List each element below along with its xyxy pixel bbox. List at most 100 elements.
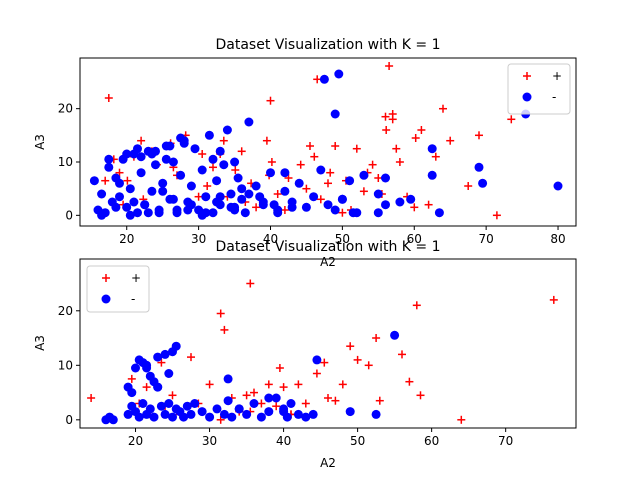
top-plus-point bbox=[231, 166, 240, 174]
top-plus-point bbox=[382, 126, 391, 134]
top-minus-point bbox=[165, 141, 175, 151]
top-minus-point bbox=[434, 208, 444, 218]
top-minus-point bbox=[172, 205, 182, 215]
bottom-minus-point bbox=[182, 401, 192, 411]
top-minus-point bbox=[269, 200, 279, 210]
top-plus-point bbox=[352, 144, 361, 153]
top-subplot-legend: + - bbox=[507, 63, 571, 115]
top-minus-point bbox=[104, 154, 114, 164]
top-xtick-label: 60 bbox=[407, 232, 422, 246]
top-minus-point bbox=[330, 109, 340, 119]
top-minus-point bbox=[161, 154, 171, 164]
top-minus-point bbox=[427, 170, 437, 180]
bottom-minus-point bbox=[312, 355, 322, 365]
bottom-plus-point bbox=[216, 415, 225, 424]
bottom-plus-point bbox=[275, 364, 284, 372]
top-plus-point bbox=[431, 152, 440, 161]
bottom-plus-point bbox=[372, 334, 381, 342]
bottom-plus-point bbox=[405, 377, 414, 386]
top-plus-point bbox=[280, 206, 289, 214]
top-minus-point bbox=[373, 189, 383, 199]
bottom-minus-point bbox=[168, 412, 177, 422]
top-plus-point bbox=[237, 147, 246, 156]
bottom-minus-point bbox=[205, 412, 215, 422]
bottom-xtick-label: 70 bbox=[498, 434, 513, 448]
top-plus-point bbox=[381, 112, 390, 121]
top-minus-point bbox=[381, 173, 390, 183]
top-minus-point bbox=[197, 165, 207, 175]
top-minus-point bbox=[158, 178, 168, 188]
top-minus-point bbox=[104, 162, 114, 172]
bottom-minus-point bbox=[308, 409, 318, 419]
bottom-plus-point bbox=[157, 358, 166, 367]
top-minus-point bbox=[168, 157, 178, 167]
bottom-subplot-ticks: 20 30 40 50 60 70 0 10 20 bbox=[58, 304, 514, 448]
top-plus-point bbox=[331, 142, 340, 150]
top-minus-point bbox=[280, 168, 290, 178]
top-plus-point bbox=[475, 131, 483, 140]
top-plus-point bbox=[359, 187, 368, 196]
bottom-subplot-ylabel: A3 bbox=[33, 335, 47, 351]
top-minus-point bbox=[309, 192, 319, 202]
top-plus-point bbox=[410, 203, 419, 212]
top-plus-point bbox=[424, 200, 433, 209]
bottom-subplot-frame bbox=[79, 258, 577, 429]
top-plus-point bbox=[273, 190, 282, 198]
top-minus-point bbox=[176, 133, 186, 143]
bottom-minus-point bbox=[371, 409, 381, 419]
top-plus-point bbox=[203, 182, 212, 190]
bottom-subplot-marks bbox=[87, 279, 558, 425]
bottom-minus-point bbox=[234, 404, 244, 414]
bottom-plus-point bbox=[246, 279, 255, 288]
bottom-plus-point bbox=[168, 391, 177, 400]
bottom-legend-plus-label: + bbox=[131, 271, 141, 285]
top-minus-point bbox=[208, 208, 218, 218]
bottom-minus-point bbox=[164, 369, 174, 378]
bottom-minus-point bbox=[145, 404, 155, 414]
top-minus-point bbox=[125, 184, 135, 194]
bottom-legend-minus-label: - bbox=[131, 292, 135, 306]
top-minus-point bbox=[89, 176, 99, 186]
bottom-minus-point bbox=[390, 330, 400, 340]
top-plus-point bbox=[313, 75, 322, 84]
bottom-plus-point bbox=[398, 350, 406, 359]
top-plus-point bbox=[507, 115, 516, 124]
bottom-plus-point bbox=[312, 369, 321, 378]
top-minus-point bbox=[373, 208, 383, 218]
top-minus-point bbox=[258, 197, 268, 207]
bottom-plus-point bbox=[250, 388, 258, 397]
top-minus-point bbox=[230, 157, 240, 167]
top-minus-point bbox=[280, 186, 290, 196]
top-minus-point bbox=[122, 202, 132, 212]
bottom-plus-point bbox=[301, 399, 310, 408]
bottom-plus-point bbox=[416, 391, 425, 400]
top-minus-point bbox=[266, 168, 275, 178]
top-minus-point bbox=[222, 125, 232, 135]
top-plus-point bbox=[316, 195, 325, 204]
top-minus-point bbox=[294, 178, 304, 188]
top-minus-point bbox=[204, 130, 214, 140]
top-ytick-label: 20 bbox=[58, 102, 73, 116]
bottom-minus-point bbox=[127, 388, 137, 398]
bottom-minus-point bbox=[301, 412, 311, 422]
top-minus-point bbox=[287, 202, 297, 212]
top-minus-point bbox=[201, 208, 211, 218]
top-minus-point bbox=[133, 208, 142, 218]
top-minus-point bbox=[129, 197, 139, 207]
top-minus-point bbox=[143, 208, 153, 218]
top-subplot-frame bbox=[79, 57, 577, 227]
bottom-ytick-label: 0 bbox=[65, 413, 73, 427]
top-plus-point bbox=[385, 62, 394, 70]
top-legend-plus-label: + bbox=[552, 69, 562, 83]
top-legend-minus-marker bbox=[522, 92, 532, 102]
top-minus-point bbox=[233, 173, 243, 183]
bottom-minus-point bbox=[242, 409, 252, 419]
top-ytick-label: 0 bbox=[65, 208, 73, 222]
bottom-plus-point bbox=[338, 380, 347, 389]
top-minus-point bbox=[136, 152, 146, 162]
top-xtick-label: 40 bbox=[263, 232, 278, 246]
bottom-ytick-label: 10 bbox=[58, 358, 73, 372]
top-minus-point bbox=[115, 192, 124, 202]
bottom-plus-point bbox=[331, 396, 340, 405]
bottom-minus-point bbox=[164, 399, 174, 408]
